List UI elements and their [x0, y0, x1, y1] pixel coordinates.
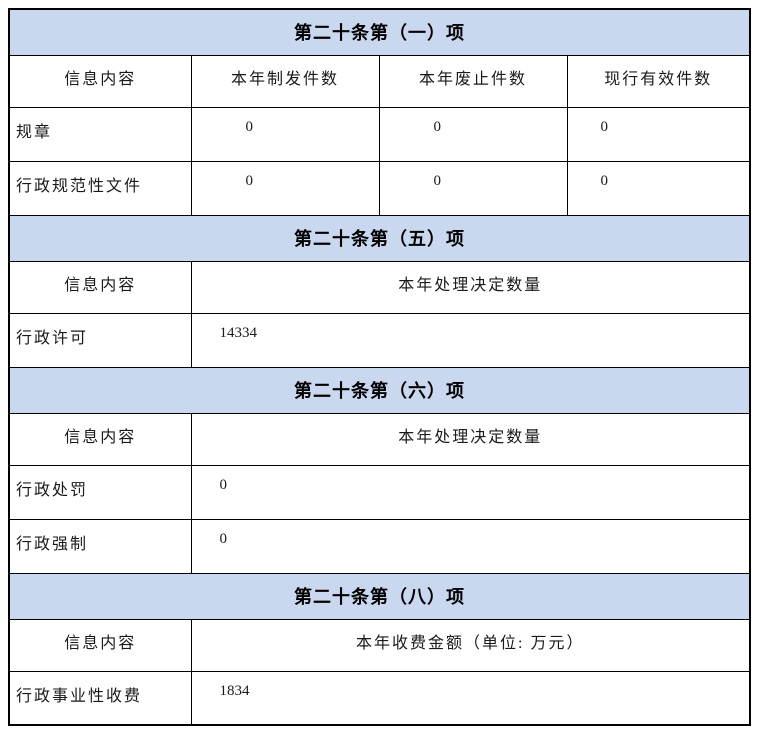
column-header: 本年制发件数 [190, 54, 380, 108]
section-title: 第二十条第（六）项 [8, 366, 751, 414]
cell-value: 0 [378, 160, 568, 216]
row-label: 行政强制 [8, 518, 192, 574]
column-header: 现行有效件数 [566, 54, 751, 108]
column-header: 信息内容 [8, 412, 192, 466]
column-header: 本年处理决定数量 [190, 260, 751, 314]
cell-value: 0 [190, 464, 751, 520]
row-label: 行政处罚 [8, 464, 192, 520]
section-title: 第二十条第（一）项 [8, 8, 751, 56]
section-3-title-row: 第二十条第（六）项 [8, 366, 751, 414]
section-1-title-row: 第二十条第（一）项 [8, 8, 751, 56]
section-2-title-row: 第二十条第（五）项 [8, 214, 751, 262]
section-3-header-row: 信息内容 本年处理决定数量 [8, 412, 751, 466]
row-label: 规章 [8, 106, 192, 162]
cell-value: 0 [190, 106, 380, 162]
column-header: 信息内容 [8, 618, 192, 672]
row-label: 行政规范性文件 [8, 160, 192, 216]
section-title: 第二十条第（八）项 [8, 572, 751, 620]
disclosure-report-table: 第二十条第（一）项 信息内容 本年制发件数 本年废止件数 现行有效件数 规章 0… [8, 8, 751, 726]
section-4-title-row: 第二十条第（八）项 [8, 572, 751, 620]
row-label: 行政事业性收费 [8, 670, 192, 726]
table-row: 行政处罚 0 [8, 464, 751, 520]
column-header: 本年废止件数 [378, 54, 568, 108]
cell-value: 14334 [190, 312, 751, 368]
table-row: 行政强制 0 [8, 518, 751, 574]
row-label: 行政许可 [8, 312, 192, 368]
table-row: 行政许可 14334 [8, 312, 751, 368]
cell-value: 0 [566, 106, 751, 162]
table-row: 规章 0 0 0 [8, 106, 751, 162]
section-4-header-row: 信息内容 本年收费金额（单位: 万元） [8, 618, 751, 672]
cell-value: 0 [190, 518, 751, 574]
cell-value: 0 [378, 106, 568, 162]
section-2-header-row: 信息内容 本年处理决定数量 [8, 260, 751, 314]
column-header: 信息内容 [8, 260, 192, 314]
column-header: 信息内容 [8, 54, 192, 108]
column-header: 本年处理决定数量 [190, 412, 751, 466]
cell-value: 0 [566, 160, 751, 216]
section-title: 第二十条第（五）项 [8, 214, 751, 262]
column-header: 本年收费金额（单位: 万元） [190, 618, 751, 672]
cell-value: 0 [190, 160, 380, 216]
table-row: 行政规范性文件 0 0 0 [8, 160, 751, 216]
cell-value: 1834 [190, 670, 751, 726]
table-row: 行政事业性收费 1834 [8, 670, 751, 726]
section-1-header-row: 信息内容 本年制发件数 本年废止件数 现行有效件数 [8, 54, 751, 108]
